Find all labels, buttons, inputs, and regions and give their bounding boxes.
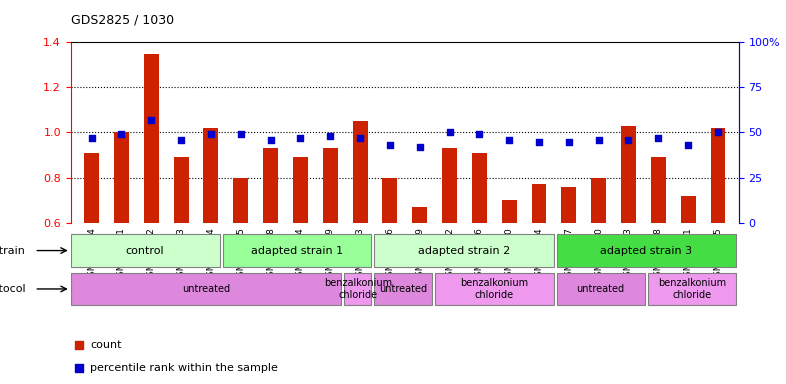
Bar: [71, 273, 341, 305]
Point: [324, 133, 336, 139]
Text: benzalkonium
chloride: benzalkonium chloride: [461, 278, 528, 300]
Text: untreated: untreated: [182, 284, 230, 294]
Text: percentile rank within the sample: percentile rank within the sample: [90, 362, 278, 373]
Point: [354, 135, 366, 141]
Bar: [204, 128, 219, 358]
Point: [533, 139, 545, 145]
Bar: [233, 177, 248, 358]
Bar: [174, 157, 189, 358]
Point: [116, 131, 128, 137]
Bar: [556, 273, 645, 305]
Point: [294, 135, 307, 141]
Bar: [374, 273, 432, 305]
Bar: [442, 148, 457, 358]
Point: [443, 129, 456, 136]
Bar: [651, 157, 666, 358]
Bar: [374, 234, 553, 267]
Point: [145, 117, 157, 123]
Text: GDS2825 / 1030: GDS2825 / 1030: [71, 13, 174, 26]
Bar: [84, 153, 99, 358]
Bar: [323, 148, 338, 358]
Point: [711, 129, 724, 136]
Bar: [501, 200, 516, 358]
Point: [264, 137, 277, 143]
Point: [384, 142, 396, 148]
Bar: [591, 177, 606, 358]
Bar: [556, 234, 736, 267]
Bar: [648, 273, 736, 305]
Text: benzalkonium
chloride: benzalkonium chloride: [658, 278, 725, 300]
Bar: [263, 148, 278, 358]
Text: benzalkonium
chloride: benzalkonium chloride: [324, 278, 391, 300]
Bar: [383, 177, 398, 358]
Bar: [435, 273, 553, 305]
Bar: [711, 128, 725, 358]
Bar: [472, 153, 487, 358]
Point: [593, 137, 605, 143]
Text: strain: strain: [0, 245, 25, 256]
Point: [473, 131, 486, 137]
Text: untreated: untreated: [379, 284, 428, 294]
Bar: [412, 207, 427, 358]
Point: [86, 135, 98, 141]
Text: count: count: [90, 340, 122, 350]
Bar: [344, 273, 371, 305]
Bar: [561, 187, 576, 358]
Point: [174, 137, 187, 143]
Point: [681, 142, 694, 148]
Point: [413, 144, 426, 150]
Bar: [222, 234, 372, 267]
Point: [234, 131, 247, 137]
Text: adapted strain 3: adapted strain 3: [601, 245, 692, 256]
Bar: [293, 157, 308, 358]
Point: [332, 35, 345, 41]
Point: [563, 139, 575, 145]
Text: adapted strain 2: adapted strain 2: [418, 245, 510, 256]
Bar: [621, 126, 636, 358]
Text: adapted strain 1: adapted strain 1: [251, 245, 343, 256]
Bar: [71, 234, 219, 267]
Point: [623, 137, 635, 143]
Bar: [681, 196, 696, 358]
Text: control: control: [126, 245, 164, 256]
Bar: [353, 121, 368, 358]
Bar: [531, 184, 546, 358]
Point: [204, 131, 217, 137]
Point: [332, 239, 345, 245]
Bar: [114, 132, 129, 358]
Text: growth protocol: growth protocol: [0, 284, 25, 294]
Point: [503, 137, 516, 143]
Point: [652, 135, 665, 141]
Text: untreated: untreated: [577, 284, 625, 294]
Bar: [144, 53, 159, 358]
